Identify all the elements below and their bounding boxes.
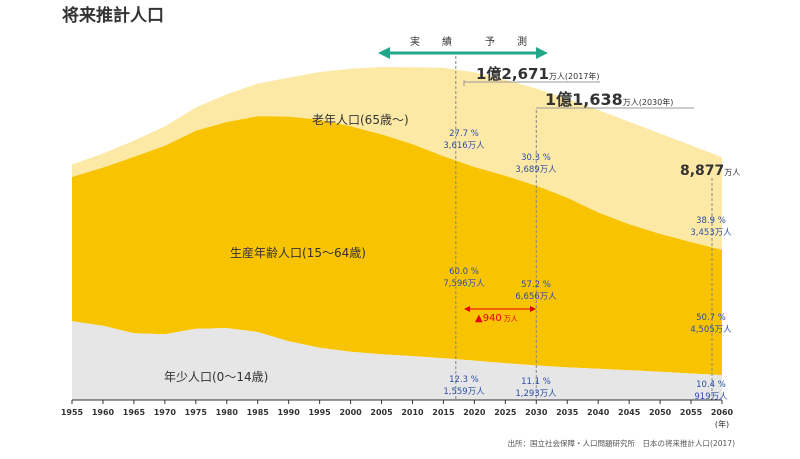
total-2030-unit: 万人(2030年) bbox=[623, 97, 674, 107]
total-2017-value: 1億2,671 bbox=[476, 65, 549, 83]
working-2030-value: 6,656万人 bbox=[515, 292, 557, 302]
decrease-value: ▲940 bbox=[475, 313, 502, 324]
x-tick-label-1975: 1975 bbox=[185, 408, 208, 417]
x-tick-label-2045: 2045 bbox=[618, 408, 641, 417]
total-2030-value: 1億1,638 bbox=[545, 90, 623, 109]
total-2030-label: 1億1,638万人(2030年) bbox=[536, 90, 694, 109]
x-axis-unit: (年) bbox=[715, 419, 729, 429]
phase-forecast-label: 予 測 bbox=[485, 35, 533, 48]
elderly-2017-pct: 27.7 % bbox=[449, 129, 479, 139]
x-tick-label-2040: 2040 bbox=[587, 408, 610, 417]
total-2060-value: 8,877 bbox=[680, 163, 724, 179]
young-2060-value: 919万人 bbox=[694, 392, 728, 402]
page-title: 将来推計人口 bbox=[62, 5, 164, 26]
elderly-2030-pct: 30.3 % bbox=[521, 153, 551, 163]
svg-text:1億2,671万人(2017年): 1億2,671万人(2017年) bbox=[476, 65, 600, 83]
series-label-working: 生産年齢人口(15〜64歳) bbox=[230, 245, 366, 260]
young-2060-pct: 10.4 % bbox=[696, 380, 726, 390]
x-tick-label-2025: 2025 bbox=[494, 408, 517, 417]
young-2017-pct: 12.3 % bbox=[449, 375, 479, 385]
decrease-label-bg bbox=[474, 311, 528, 323]
annotations-2017: 27.7 % 3,616万人 60.0 % 7,596万人 12.3 % 1,5… bbox=[443, 129, 485, 397]
x-axis: 1955 1960 1965 1970 1975 1980 1985 1990 1995 2000… bbox=[61, 399, 734, 417]
young-2030-value: 1,293万人 bbox=[515, 389, 557, 399]
area-young bbox=[72, 321, 722, 400]
svg-text:8,877万人: 8,877万人 bbox=[680, 163, 740, 179]
source-note: 出所：国立社会保障・人口問題研究所 日本の将来推計人口(2017) bbox=[508, 438, 736, 448]
x-tick-label-2055: 2055 bbox=[680, 408, 703, 417]
x-tick-label-1990: 1990 bbox=[278, 408, 301, 417]
elderly-2017-value: 3,616万人 bbox=[443, 141, 485, 151]
total-2017-unit: 万人(2017年) bbox=[549, 71, 600, 81]
decrease-right-head bbox=[530, 306, 536, 312]
x-tick-label-2050: 2050 bbox=[649, 408, 672, 417]
working-2060-value: 4,505万人 bbox=[690, 325, 732, 335]
x-tick-label-2020: 2020 bbox=[463, 408, 486, 417]
x-tick-label-1995: 1995 bbox=[308, 408, 331, 417]
working-2060-pct: 50.7 % bbox=[696, 313, 726, 323]
x-tick-label-2005: 2005 bbox=[370, 408, 393, 417]
working-2030-pct: 57.2 % bbox=[521, 280, 551, 290]
young-2030-pct: 11.1 % bbox=[521, 377, 551, 387]
phase-actual-label: 実 績 bbox=[410, 35, 458, 48]
decrease-left-head bbox=[464, 306, 470, 312]
x-tick-label-2030: 2030 bbox=[525, 408, 548, 417]
x-tick-label-1965: 1965 bbox=[123, 408, 146, 417]
svg-text:1億1,638万人(2030年): 1億1,638万人(2030年) bbox=[545, 90, 673, 109]
x-tick-label-1985: 1985 bbox=[247, 408, 270, 417]
series-label-elderly: 老年人口(65歳〜) bbox=[312, 113, 409, 127]
young-2017-value: 1,559万人 bbox=[443, 387, 485, 397]
working-2017-value: 7,596万人 bbox=[443, 279, 485, 289]
annotations-2030: 30.3 % 3,689万人 57.2 % 6,656万人 11.1 % 1,2… bbox=[515, 153, 557, 399]
decrease-unit: 万人 bbox=[504, 315, 518, 323]
annotations-2060: 38.9 % 3,453万人 50.7 % 4,505万人 10.4 % 919… bbox=[690, 216, 732, 402]
x-tick-label-2060: 2060 bbox=[711, 408, 734, 417]
x-tick-label-2000: 2000 bbox=[339, 408, 362, 417]
area-working bbox=[72, 116, 722, 376]
x-tick-label-2010: 2010 bbox=[401, 408, 424, 417]
total-2060-unit: 万人 bbox=[724, 168, 740, 177]
phase-arrow-left-head bbox=[378, 47, 390, 59]
series-label-young: 年少人口(0〜14歳) bbox=[164, 370, 268, 384]
elderly-2060-value: 3,453万人 bbox=[690, 228, 732, 238]
working-2017-pct: 60.0 % bbox=[449, 267, 479, 277]
total-2060-label: 8,877万人 bbox=[680, 163, 740, 179]
year-guide-lines bbox=[455, 56, 713, 400]
stacked-areas bbox=[72, 67, 722, 400]
x-tick-label-1970: 1970 bbox=[154, 408, 177, 417]
x-tick-label-2015: 2015 bbox=[432, 408, 455, 417]
phase-arrow: 実 績 予 測 bbox=[378, 35, 548, 59]
x-tick-label-1980: 1980 bbox=[216, 408, 239, 417]
elderly-2060-pct: 38.9 % bbox=[696, 216, 726, 226]
x-tick-label-1955: 1955 bbox=[61, 408, 84, 417]
decrease-indicator: ▲940 万人 bbox=[464, 306, 536, 324]
x-tick-label-1960: 1960 bbox=[92, 408, 115, 417]
x-tick-label-2035: 2035 bbox=[556, 408, 579, 417]
total-2017-label: 1億2,671万人(2017年) bbox=[463, 65, 600, 86]
area-elderly bbox=[72, 67, 722, 250]
elderly-2030-value: 3,689万人 bbox=[515, 165, 557, 175]
phase-arrow-right-head bbox=[536, 47, 548, 59]
